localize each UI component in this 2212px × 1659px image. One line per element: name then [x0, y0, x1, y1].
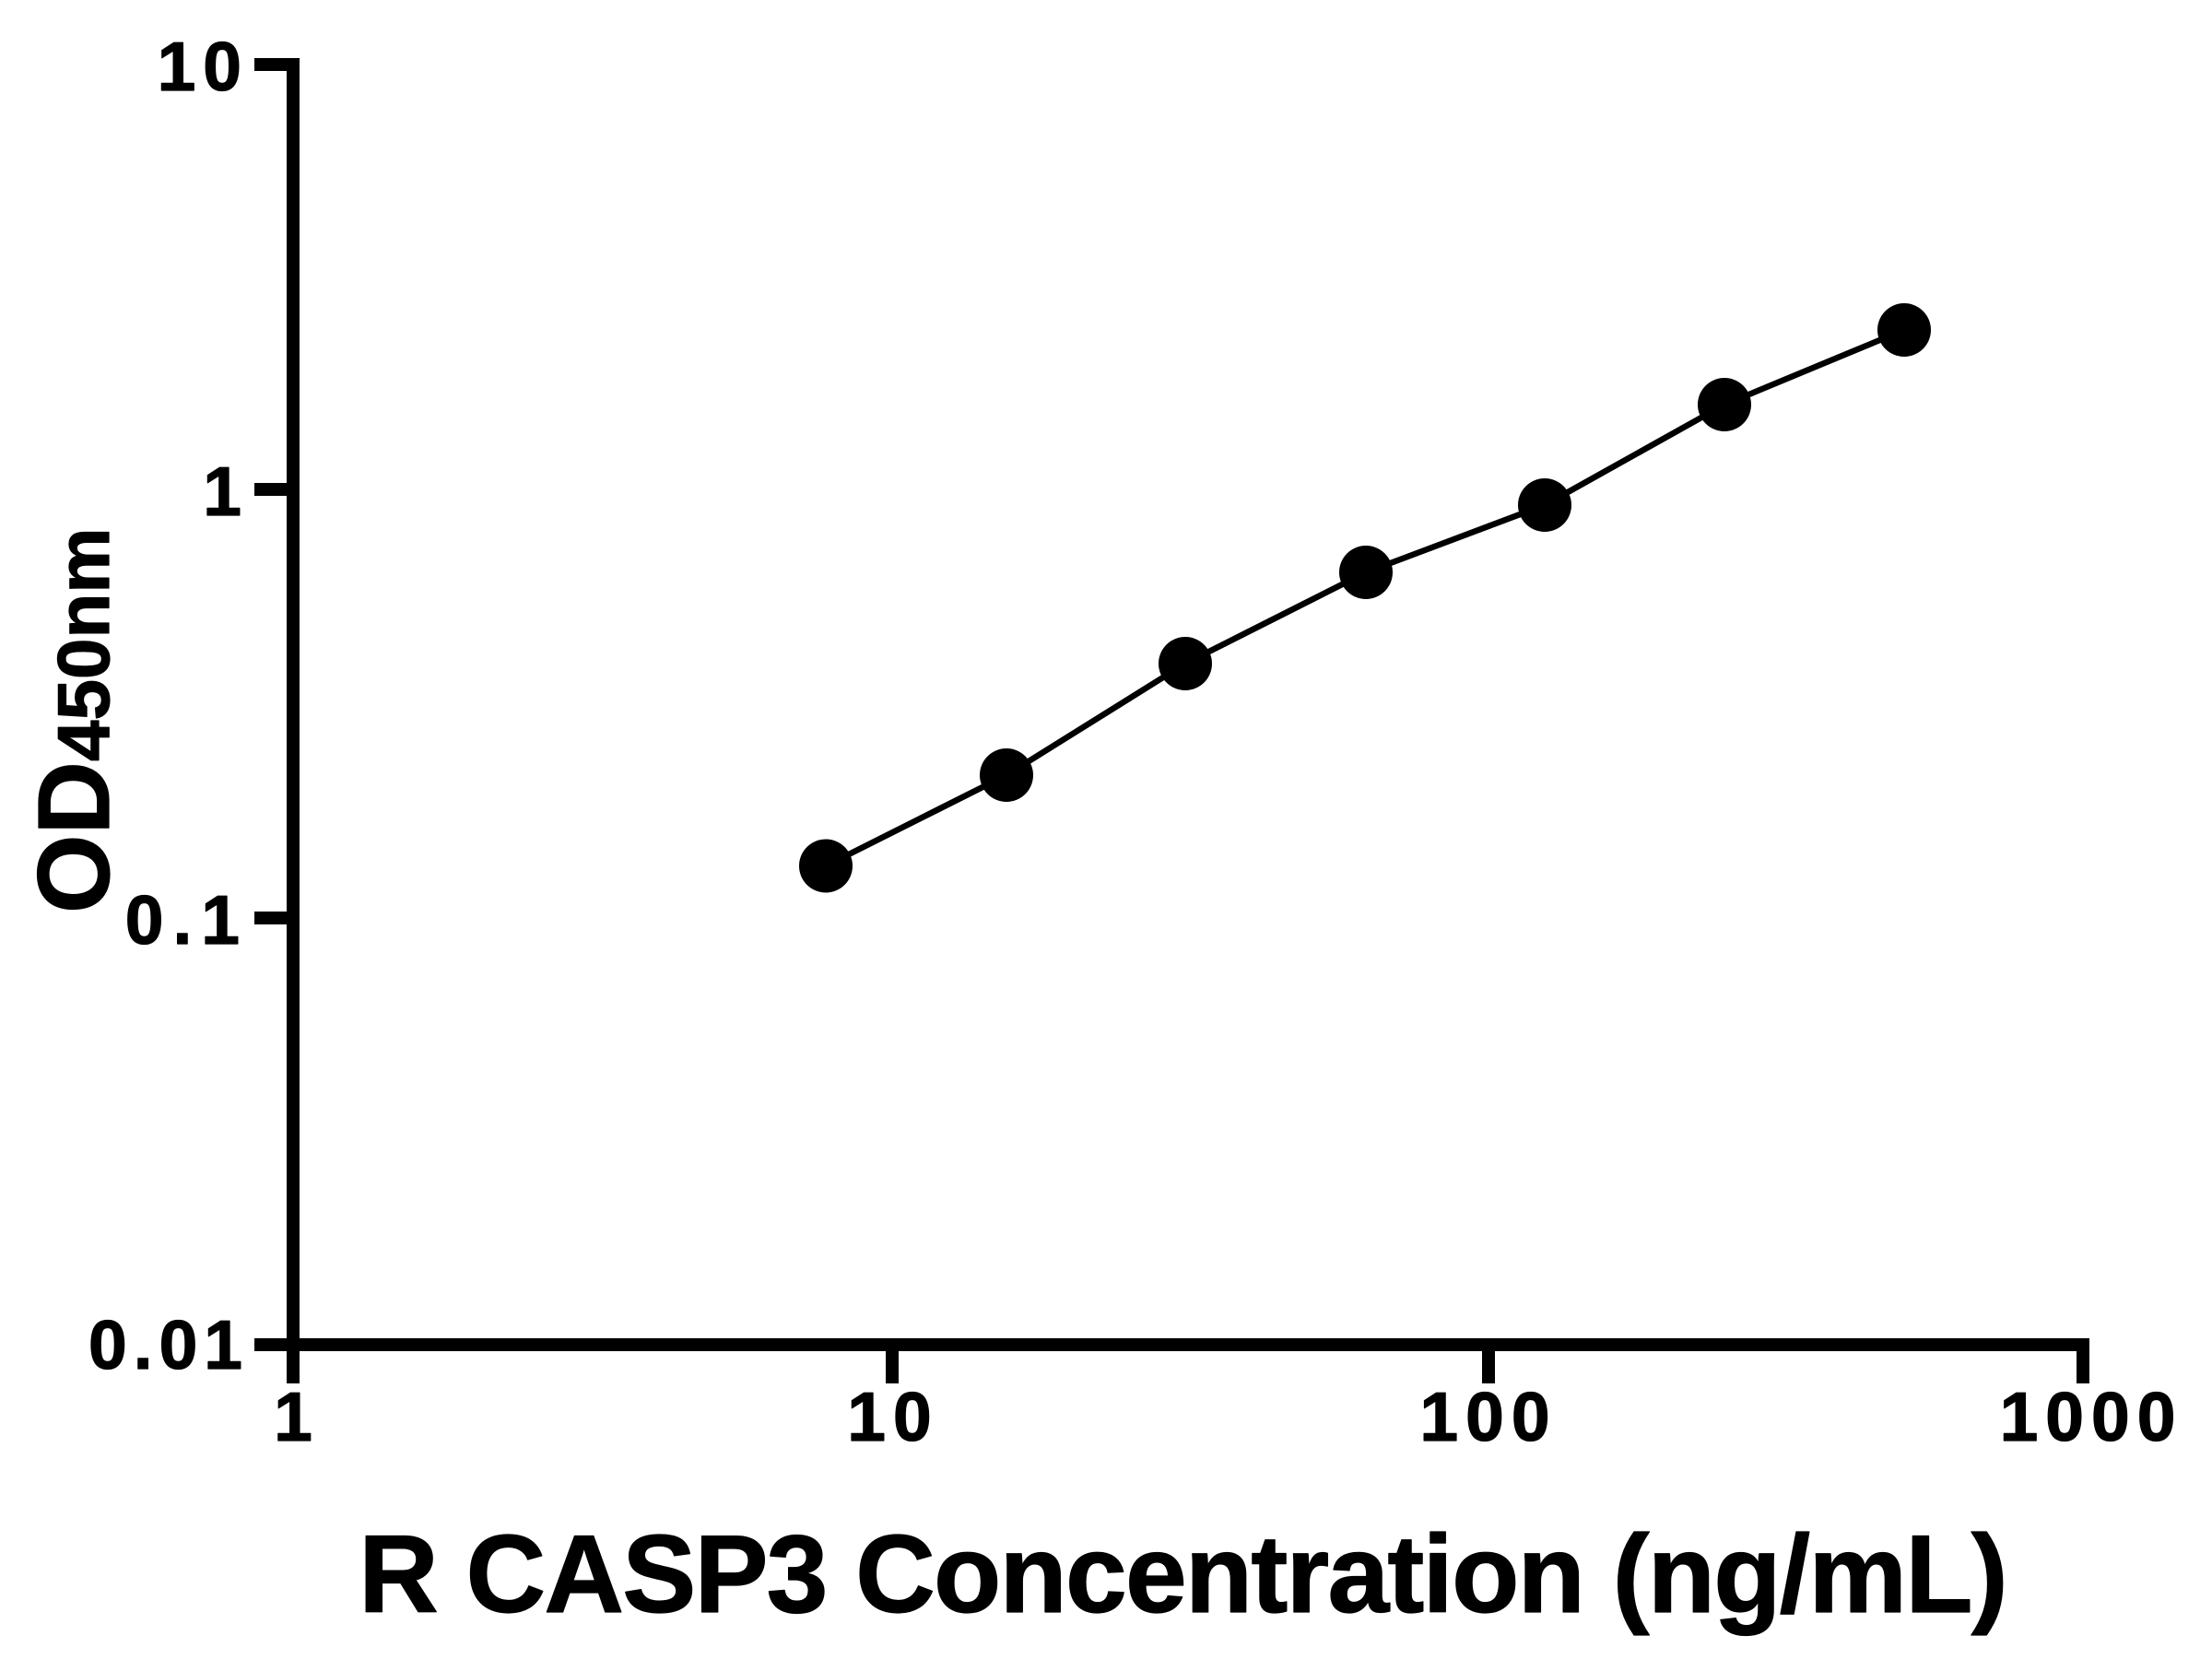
svg-text:0.01: 0.01 [88, 1306, 249, 1383]
svg-text:1: 1 [203, 453, 249, 530]
svg-text:OD450nm: OD450nm [18, 528, 131, 913]
svg-text:1: 1 [274, 1378, 320, 1455]
svg-text:R CASP3 Concentration (ng/mL): R CASP3 Concentration (ng/mL) [359, 1512, 2006, 1636]
svg-text:0.1: 0.1 [125, 881, 249, 959]
svg-text:1000: 1000 [2000, 1378, 2183, 1455]
svg-text:100: 100 [1419, 1378, 1557, 1455]
svg-text:10: 10 [158, 28, 249, 105]
svg-text:10: 10 [847, 1378, 938, 1455]
